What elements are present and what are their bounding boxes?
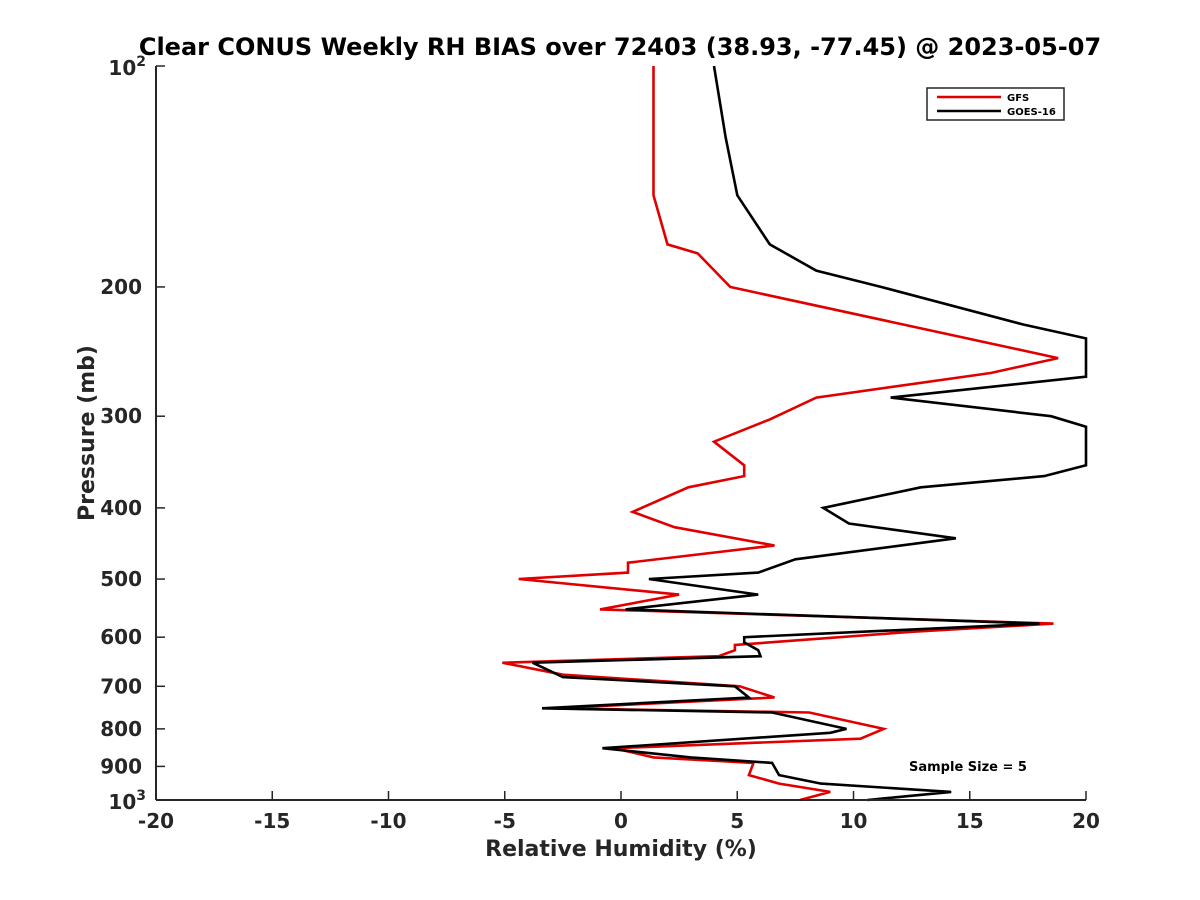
x-tick-label: -15 <box>254 809 290 833</box>
series-line-gfs <box>502 66 1059 802</box>
x-axis-label: Relative Humidity (%) <box>485 837 757 862</box>
axes: -20 -15 -10 -5 0 5 10 15 20 102 200 300 400 500 600 700… <box>100 54 1100 833</box>
y-tick-label: 300 <box>100 404 142 428</box>
y-tick-label: 700 <box>100 674 142 698</box>
x-tick-label: -20 <box>138 809 174 833</box>
y-tick-label: 103 <box>108 788 146 814</box>
y-tick-label: 600 <box>100 625 142 649</box>
x-tick-label: 5 <box>730 809 744 833</box>
y-tick-label: 400 <box>100 496 142 520</box>
legend-box <box>926 87 1065 121</box>
series-line-goes-16 <box>532 65 1088 802</box>
plot-area <box>502 65 1088 802</box>
legend-label-goes-16: GOES-16 <box>1007 107 1056 118</box>
y-axis-label: Pressure (mb) <box>75 345 100 521</box>
chart-title: Clear CONUS Weekly RH BIAS over 72403 (3… <box>139 33 1101 61</box>
y-tick-label: 200 <box>100 275 142 299</box>
sample-size-note: Sample Size = 5 <box>909 760 1027 775</box>
y-tick-label: 500 <box>100 567 142 591</box>
x-tick-label: 0 <box>614 809 628 833</box>
x-tick-label: 10 <box>840 809 868 833</box>
legend: GFS GOES-16 <box>926 87 1065 121</box>
x-tick-label: 15 <box>956 809 984 833</box>
x-tick-label: -5 <box>494 809 516 833</box>
y-tick-label: 900 <box>100 754 142 778</box>
x-tick-label: 20 <box>1072 809 1100 833</box>
legend-label-gfs: GFS <box>1007 93 1029 104</box>
y-tick-label: 102 <box>108 54 146 80</box>
x-tick-label: -10 <box>370 809 406 833</box>
y-tick-label: 800 <box>100 717 142 741</box>
